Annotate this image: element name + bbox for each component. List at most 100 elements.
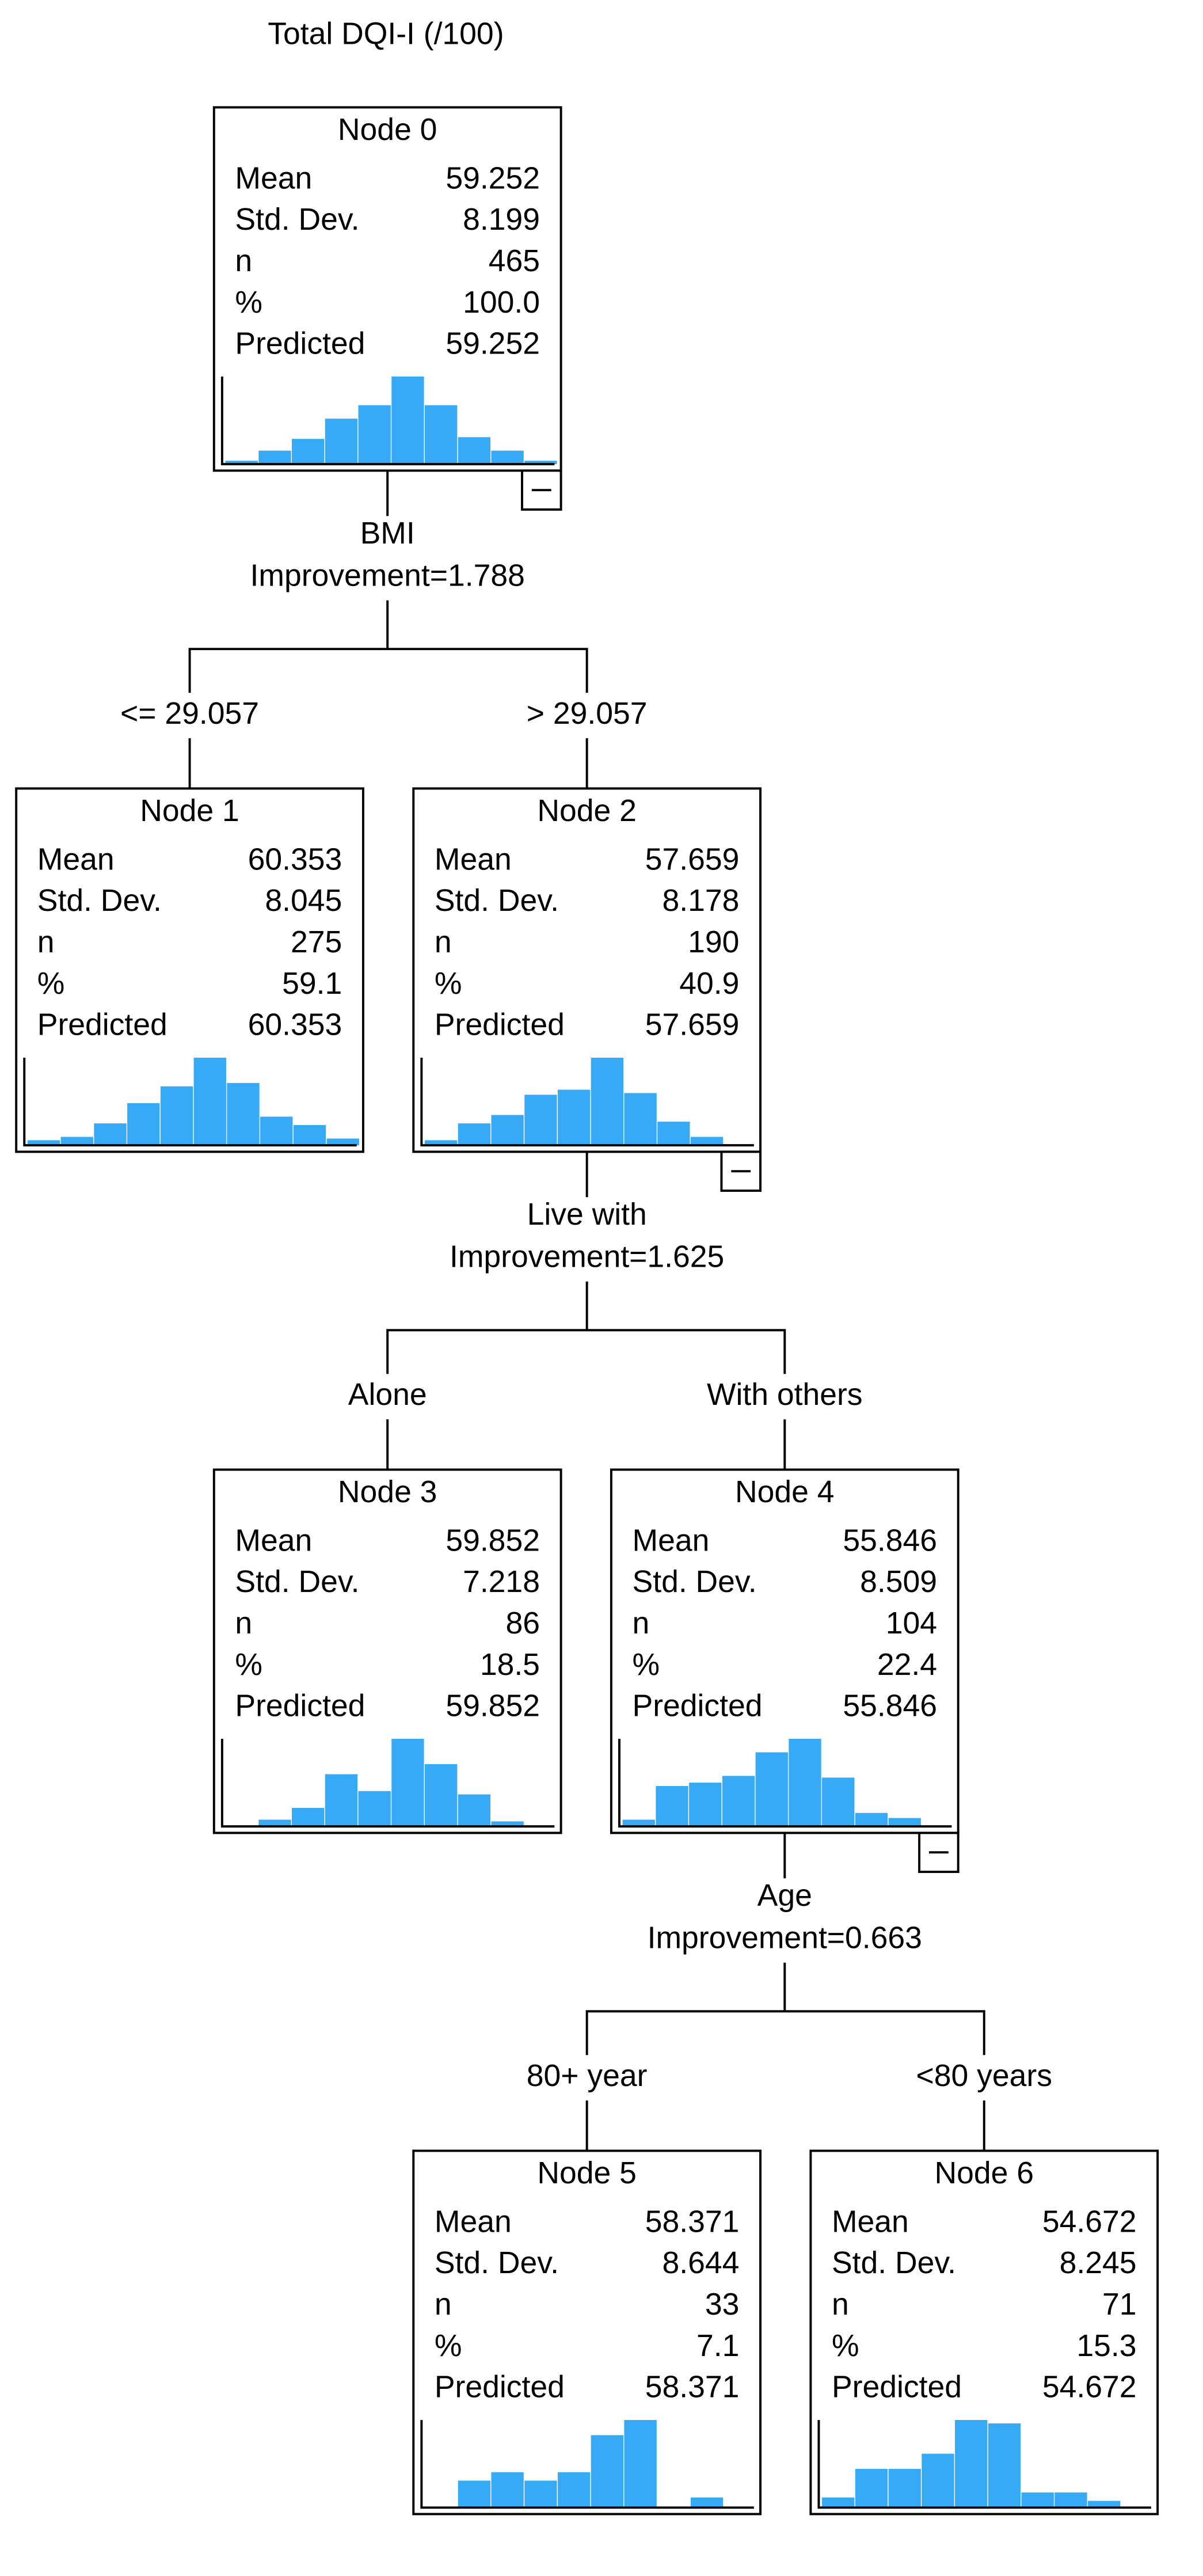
connector	[188, 600, 588, 693]
stat-value: 275	[291, 925, 342, 959]
stat-value: 465	[489, 244, 540, 278]
histogram-bar	[557, 1089, 591, 1146]
stat-label: Mean	[633, 1523, 710, 1557]
stat-value: 59.852	[446, 1523, 540, 1557]
histogram-bar	[60, 1137, 93, 1146]
stat-value: 7.218	[463, 1565, 540, 1599]
stat-value: 57.659	[645, 1008, 740, 1042]
histogram-bar	[491, 1821, 524, 1827]
stat-label: Predicted	[832, 2370, 962, 2404]
stat-value: 59.252	[446, 161, 540, 195]
histogram-bar	[94, 1123, 127, 1146]
stat-value: 33	[705, 2288, 740, 2322]
stat-value: 86	[505, 1606, 540, 1640]
histogram-bar	[622, 1819, 655, 1827]
stat-label: n	[633, 1606, 650, 1640]
histogram-bar	[524, 2480, 557, 2508]
histogram-bar	[225, 461, 258, 465]
histogram-bar	[690, 2497, 724, 2508]
split-variable: Age	[757, 1879, 812, 1913]
histogram-bar	[855, 1813, 888, 1827]
node-label: Node 2	[537, 794, 637, 828]
histogram-axis	[817, 2420, 1151, 2509]
node-box	[412, 2149, 762, 2516]
histogram-bar	[789, 1739, 821, 1827]
stat-label: Predicted	[235, 327, 365, 361]
histogram-bar	[491, 1115, 524, 1146]
histogram-bar	[888, 1818, 921, 1827]
histogram-bar	[260, 1116, 293, 1146]
histogram-bar	[127, 1103, 160, 1146]
collapse-button[interactable]	[521, 469, 562, 511]
stat-value: 8.245	[1060, 2246, 1137, 2280]
stat-label: n	[37, 925, 55, 959]
stat-value: 18.5	[480, 1648, 540, 1682]
histogram-bar	[624, 2420, 657, 2508]
node-label: Node 3	[338, 1475, 437, 1509]
split-improvement: Improvement=1.788	[250, 558, 525, 592]
stat-label: Mean	[435, 2205, 512, 2239]
stat-value: 8.644	[663, 2246, 740, 2280]
histogram-bar	[292, 439, 325, 465]
stat-value: 60.353	[248, 842, 342, 876]
stat-value: 59.852	[446, 1689, 540, 1723]
histogram-axis	[220, 377, 555, 466]
histogram-bar	[656, 1785, 688, 1827]
branch-label: 80+ year	[527, 2059, 648, 2093]
tree-title: Total DQI-I (/100)	[268, 17, 504, 51]
stat-value: 58.371	[645, 2370, 740, 2404]
stat-value: 7.1	[696, 2329, 739, 2363]
stat-value: 60.353	[248, 1008, 342, 1042]
histogram-bar	[325, 1774, 358, 1827]
collapse-button[interactable]	[918, 1832, 960, 1873]
stat-label: %	[832, 2329, 859, 2363]
stat-label: Mean	[832, 2205, 909, 2239]
histogram-bar	[391, 1739, 424, 1827]
histogram-bar	[458, 1123, 491, 1146]
node-label: Node 5	[537, 2156, 637, 2190]
histogram-bar	[292, 1807, 325, 1827]
histogram-bar	[193, 1058, 226, 1146]
histogram-bar	[557, 2472, 591, 2508]
stat-label: %	[37, 967, 65, 1001]
stat-value: 100.0	[463, 286, 540, 320]
connector	[386, 1281, 786, 1374]
histogram-bar	[227, 1082, 260, 1146]
stat-label: Std. Dev.	[435, 884, 559, 918]
split-improvement: Improvement=0.663	[648, 1921, 922, 1955]
histogram-bar	[424, 405, 458, 465]
stat-label: Mean	[435, 842, 512, 876]
stat-value: 55.846	[843, 1523, 937, 1557]
node-label: Node 1	[140, 794, 239, 828]
stat-label: %	[633, 1648, 660, 1682]
histogram-bar	[591, 2435, 624, 2508]
histogram-bar	[657, 1122, 690, 1146]
stat-label: Mean	[235, 161, 312, 195]
histogram-bar	[458, 437, 491, 465]
branch-label: With others	[707, 1378, 863, 1412]
histogram-axis	[618, 1739, 952, 1828]
histogram-axis	[420, 2420, 754, 2509]
histogram-bar	[1088, 2501, 1121, 2508]
histogram-bar	[624, 1093, 657, 1146]
stat-label: Std. Dev.	[37, 884, 162, 918]
histogram-axis	[220, 1739, 555, 1828]
stat-value: 8.045	[265, 884, 342, 918]
stat-value: 57.659	[645, 842, 740, 876]
stat-label: Std. Dev.	[235, 1565, 359, 1599]
stat-value: 59.1	[282, 967, 342, 1001]
histogram-axis	[420, 1058, 754, 1147]
histogram-bar	[258, 450, 291, 465]
split-improvement: Improvement=1.625	[450, 1240, 724, 1274]
histogram-bar	[326, 1138, 359, 1146]
branch-label: <80 years	[916, 2059, 1052, 2093]
stat-label: Mean	[235, 1523, 312, 1557]
stat-value: 71	[1102, 2288, 1137, 2322]
stat-value: 59.252	[446, 327, 540, 361]
stat-value: 58.371	[645, 2205, 740, 2239]
histogram-bar	[689, 1783, 722, 1827]
node-label: Node 4	[735, 1475, 835, 1509]
stat-label: Mean	[37, 842, 115, 876]
node-box	[212, 1468, 562, 1834]
